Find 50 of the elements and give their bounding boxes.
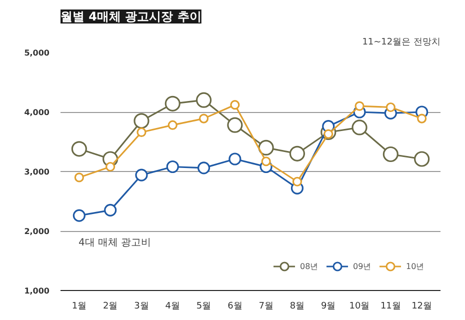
point <box>197 162 210 174</box>
x-tick-label: 4월 <box>165 302 180 312</box>
point <box>106 162 116 172</box>
point <box>382 146 398 162</box>
legend-label: 09년 <box>353 260 372 272</box>
point <box>198 114 209 124</box>
point <box>135 168 148 182</box>
point <box>352 120 368 136</box>
point <box>230 100 240 110</box>
legend-label: 08년 <box>300 260 320 272</box>
x-tick-label: 8월 <box>290 302 305 312</box>
point <box>71 141 87 157</box>
point <box>258 140 274 156</box>
point <box>104 204 117 216</box>
point <box>74 172 84 182</box>
point <box>261 156 271 166</box>
point <box>292 176 302 186</box>
point <box>227 117 243 133</box>
point <box>228 152 242 166</box>
point <box>136 127 146 138</box>
point <box>289 146 306 162</box>
point <box>134 113 150 129</box>
y-tick-label: 4,000 <box>24 108 50 117</box>
x-tick-label: 3월 <box>134 302 149 312</box>
point <box>166 160 179 174</box>
point <box>168 120 178 130</box>
point <box>72 209 86 222</box>
x-tick-label: 10월 <box>349 302 370 312</box>
x-tick-label: 1월 <box>72 302 87 312</box>
x-tick-label: 2월 <box>102 302 118 312</box>
x-tick-label: 9월 <box>321 302 336 312</box>
point <box>414 151 430 167</box>
y-tick-label: 3,000 <box>24 168 50 176</box>
point <box>354 101 364 111</box>
point <box>196 92 212 108</box>
point <box>417 114 427 124</box>
x-tick-label: 12월 <box>412 302 432 312</box>
chart-title: 월별 4매체 광고시장 추이 <box>60 10 202 24</box>
x-tick-label: 7월 <box>258 302 274 312</box>
legend-label: 10년 <box>406 260 426 272</box>
x-tick-label: 11월 <box>380 302 401 312</box>
text: 11~12월은 전망치 <box>362 38 441 48</box>
point <box>164 96 180 112</box>
y-tick-label: 2,000 <box>24 227 50 236</box>
point <box>386 102 396 112</box>
y-tick-label: 5,000 <box>24 48 50 58</box>
x-tick-label: 6월 <box>228 302 242 312</box>
x-tick-label: 5월 <box>196 302 212 312</box>
annotation: 4대 매체 광고비 <box>78 238 152 248</box>
y-tick-label: 1,000 <box>24 286 50 296</box>
